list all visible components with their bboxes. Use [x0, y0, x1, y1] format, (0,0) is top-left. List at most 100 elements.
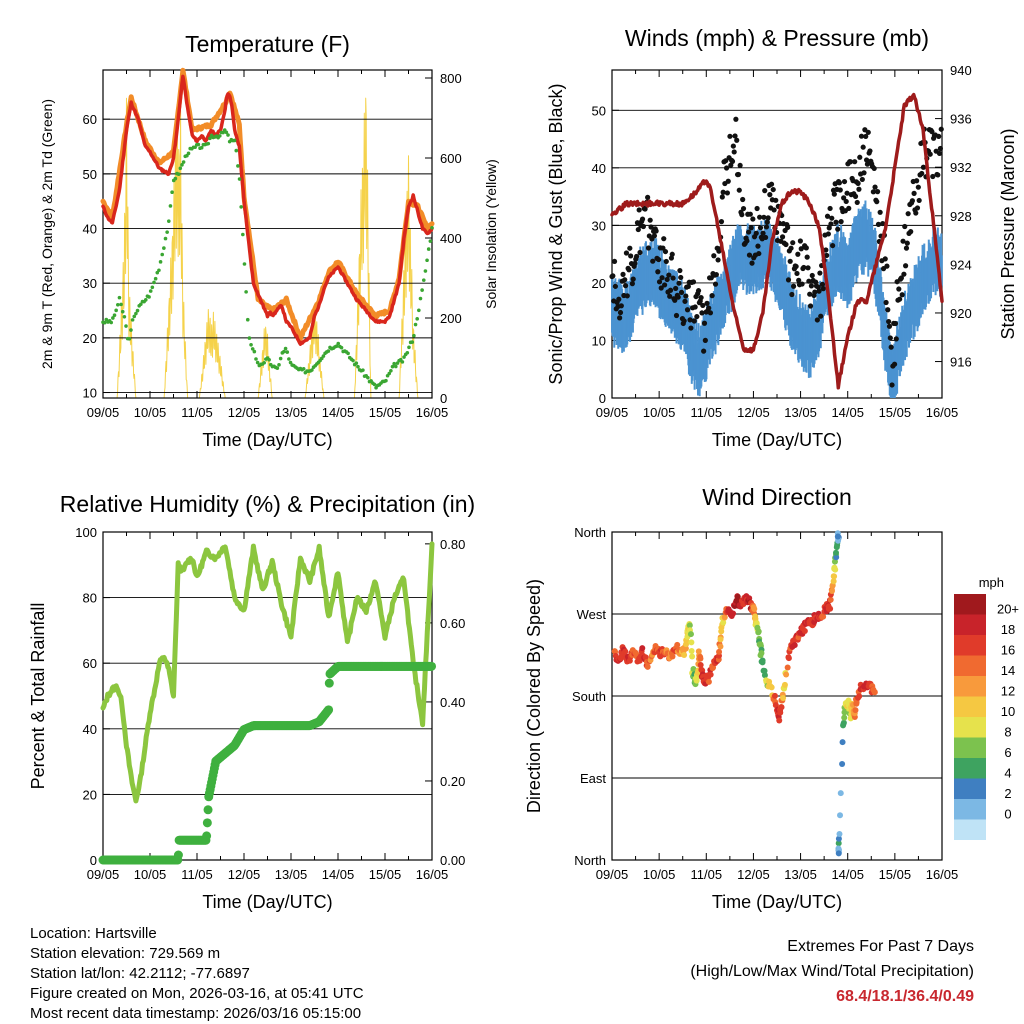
legend-swatch: [954, 696, 986, 717]
gust-point: [709, 293, 715, 299]
gust-point: [793, 263, 799, 270]
gust-point: [624, 293, 630, 299]
gust-point: [827, 205, 833, 212]
x-axis-label: Time (Day/UTC): [712, 892, 842, 912]
gust-point: [762, 234, 769, 241]
dewpoint-point: [236, 164, 240, 168]
legend-swatch: [954, 676, 986, 697]
gust-point: [852, 159, 858, 165]
gust-point: [790, 240, 796, 246]
dewpoint-point: [226, 133, 230, 137]
direction-point: [840, 719, 847, 726]
legend-label: 2: [1004, 786, 1011, 801]
dewpoint-point: [275, 366, 280, 370]
y-tick-label: 0: [599, 391, 606, 406]
y-tick-label: North: [574, 525, 606, 540]
gust-point: [755, 243, 761, 249]
gust-point: [898, 275, 904, 281]
gust-point: [658, 285, 664, 291]
x-tick-label: 10/05: [134, 405, 167, 420]
gust-point: [690, 279, 697, 285]
gust-point: [891, 361, 898, 367]
y-right-tick-label: 0.60: [440, 616, 465, 631]
gust-point: [889, 382, 895, 388]
gust-point: [874, 199, 880, 205]
dewpoint-point: [116, 302, 120, 307]
panel-temperature: 09/05 10/05 11/05 12/05 13/05 14/05 15/05 16/05…: [39, 31, 499, 450]
gust-point: [629, 281, 635, 287]
gust-point: [661, 236, 667, 242]
dewpoint-point: [114, 308, 118, 313]
gust-point: [616, 296, 622, 302]
x-tick-label: 13/05: [275, 405, 308, 420]
gust-point: [662, 248, 669, 255]
gust-point: [675, 294, 681, 300]
gust-point: [637, 249, 643, 256]
direction-point: [778, 704, 785, 711]
gust-point: [833, 219, 839, 225]
direction-point: [717, 636, 724, 643]
gust-point: [753, 230, 759, 236]
direction-point: [768, 684, 775, 691]
legend-swatch: [954, 758, 986, 779]
gust-point: [875, 221, 882, 227]
dewpoint-point: [278, 356, 283, 361]
gust-point: [854, 199, 860, 206]
y-tick-label: 60: [83, 112, 97, 127]
station-latlon: Station lat/lon: 42.2112; -77.6897: [30, 965, 250, 982]
gust-point: [685, 283, 691, 290]
x-tick-label: 09/05: [87, 405, 120, 420]
gust-point: [902, 223, 908, 230]
gust-point: [789, 291, 795, 298]
gust-point: [871, 165, 877, 172]
gust-point: [620, 271, 626, 277]
x-tick-label: 13/05: [275, 867, 308, 882]
dewpoint-point: [415, 317, 419, 321]
y-axis-label: 2m & 9m T (Red, Orange) & 2m Td (Green): [39, 99, 55, 369]
dewpoint-point: [112, 313, 117, 318]
dewpoint-point: [239, 205, 243, 209]
legend-label: 12: [1001, 684, 1015, 699]
direction-point: [856, 693, 863, 700]
y-right-tick-label: 940: [950, 63, 972, 78]
dewpoint-point: [420, 288, 424, 292]
dewpoint-point: [217, 134, 222, 138]
gust-point: [886, 318, 892, 325]
gust-point: [801, 264, 807, 271]
dewpoint-point: [412, 333, 416, 338]
legend-label: 0: [1004, 807, 1011, 822]
legend-swatch: [954, 737, 986, 758]
gust-point: [896, 286, 902, 292]
gust-point: [856, 186, 862, 192]
gust-point: [914, 178, 920, 184]
dewpoint-point: [282, 349, 286, 354]
dewpoint-point: [250, 347, 255, 351]
y-tick-label: 80: [83, 591, 97, 606]
gust-point: [725, 178, 731, 184]
gust-point: [855, 180, 861, 186]
gust-point: [806, 278, 812, 284]
direction-point: [669, 653, 676, 660]
gust-point: [732, 133, 738, 139]
y-right-axis-label: Solar Insolation (Yellow): [483, 159, 499, 309]
gust-point: [826, 225, 832, 231]
gust-point: [699, 310, 705, 316]
y-tick-label: 30: [83, 276, 97, 291]
gust-point: [785, 224, 791, 231]
gust-point: [724, 190, 731, 196]
y-tick-label: 10: [592, 333, 606, 348]
gust-point: [756, 250, 762, 257]
gust-point: [900, 238, 906, 244]
gust-point: [669, 251, 675, 257]
gust-point: [611, 258, 618, 265]
legend-label: 20+: [997, 602, 1019, 617]
y-tick-label: 40: [592, 161, 606, 176]
direction-point: [776, 717, 783, 724]
gust-point: [692, 304, 698, 310]
dewpoint-point: [361, 368, 365, 372]
gust-point: [719, 194, 725, 200]
gust-point: [882, 256, 888, 262]
panel-wind_direction: 09/05 10/05 11/05 12/05 13/05 14/05 15/05 16/05…: [524, 484, 1019, 912]
x-axis-label: Time (Day/UTC): [712, 430, 842, 450]
x-tick-label: 12/05: [737, 867, 770, 882]
